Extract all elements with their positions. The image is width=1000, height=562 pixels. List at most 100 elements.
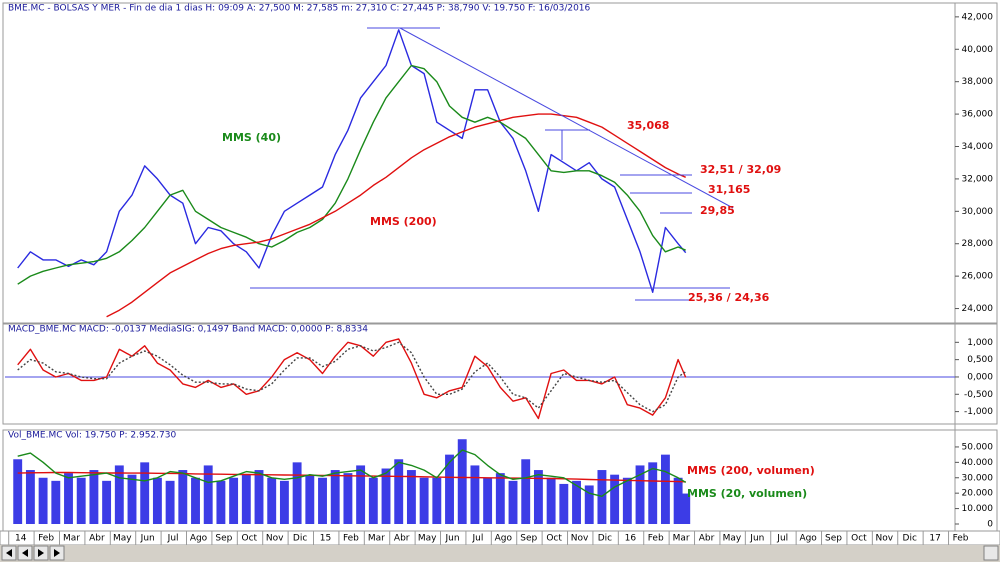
x-tick-label: Feb <box>343 534 359 544</box>
x-tick-label: Abr <box>699 534 715 544</box>
volume-bar <box>216 480 226 524</box>
x-tick-label: Jul <box>167 534 179 544</box>
series-label: MMS (200, volumen) <box>687 464 815 477</box>
series-label: MMS (40) <box>222 131 281 144</box>
volume-bar <box>254 470 264 524</box>
y-tick-label: 32,000 <box>962 174 994 184</box>
x-tick-label: Nov <box>571 534 589 544</box>
volume-bar <box>597 470 607 524</box>
volume-bar <box>635 465 645 524</box>
volume-bar <box>178 470 188 524</box>
y-tick-label: 10.000 <box>962 504 994 514</box>
volume-bar <box>114 465 124 524</box>
plot-layer: BME.MC - BOLSAS Y MER - Fin de dia 1 dia… <box>5 4 994 545</box>
x-tick-label: 15 <box>320 534 331 544</box>
y-tick-label: 0,500 <box>967 355 993 365</box>
volume-bar <box>51 480 61 524</box>
volume-bar <box>102 480 112 524</box>
x-tick-label: Oct <box>851 534 867 544</box>
series-line <box>106 113 686 318</box>
drawn-lines <box>250 27 734 301</box>
zoom-button[interactable] <box>983 545 999 561</box>
volume-bar <box>610 474 620 524</box>
x-tick-label: Feb <box>648 534 664 544</box>
volume-bar <box>25 470 35 524</box>
volume-bar <box>394 459 404 524</box>
volume-bar <box>305 474 315 524</box>
x-tick-label: Ago <box>190 534 208 544</box>
volume-bar <box>546 477 556 524</box>
volume-bar <box>533 470 543 524</box>
y-tick-label: 28,000 <box>962 239 994 249</box>
annotation: 29,85 <box>700 204 735 217</box>
x-tick-label: Nov <box>266 534 284 544</box>
volume-bar <box>229 477 239 524</box>
annotation: 31,165 <box>708 183 750 196</box>
macd-panel <box>2 323 998 425</box>
y-tick-label: 50.000 <box>962 442 994 452</box>
volume-bar <box>406 470 416 524</box>
volume-bar <box>267 477 277 524</box>
x-tick-label: May <box>723 534 742 544</box>
volume-bar <box>432 477 442 524</box>
scroll-track <box>0 545 1000 562</box>
y-tick-label: 38,000 <box>962 77 994 87</box>
volume-bar <box>483 477 493 524</box>
y-tick-label: 20.000 <box>962 489 994 499</box>
y-tick-label: 40.000 <box>962 458 994 468</box>
volume-bar <box>89 470 99 524</box>
volume-bar <box>140 462 150 524</box>
volume-bar <box>660 454 670 524</box>
series-line <box>17 449 687 497</box>
volume-bar <box>622 477 632 524</box>
volume-bar <box>343 473 353 524</box>
x-tick-label: 17 <box>929 534 940 544</box>
y-tick-label: 24,000 <box>962 304 994 314</box>
series-label: MMS (200) <box>370 215 437 228</box>
series-line <box>17 64 686 285</box>
x-tick-label: Abr <box>89 534 105 544</box>
x-tick-label: Oct <box>242 534 258 544</box>
volume-bar <box>292 462 302 524</box>
price-panel <box>2 2 998 324</box>
y-tick-label: 0 <box>987 519 993 529</box>
volume-bar <box>495 473 505 524</box>
x-tick-label: Ago <box>799 534 817 544</box>
volume-bar <box>191 477 200 524</box>
volume-bar <box>381 468 391 524</box>
volume-bar <box>318 477 327 524</box>
x-tick-label: May <box>418 534 437 544</box>
volume-bar <box>559 483 569 524</box>
volume-bar <box>368 477 378 524</box>
volume-bar <box>648 462 658 524</box>
x-tick-label: Jul <box>776 534 788 544</box>
arrow-icon <box>22 549 28 557</box>
volume-bar <box>279 480 289 524</box>
x-tick-label: Oct <box>546 534 562 544</box>
x-tick-label: Sep <box>825 534 842 544</box>
x-tick-label: Jun <box>444 534 459 544</box>
volume-bar <box>13 459 23 524</box>
volume-bar <box>127 474 137 524</box>
y-tick-label: 40,000 <box>962 45 994 55</box>
x-tick-label: Dic <box>293 534 307 544</box>
series-line <box>17 338 687 420</box>
y-tick-label: -0,500 <box>964 390 993 400</box>
y-tick-label: 34,000 <box>962 142 994 152</box>
x-tick-label: Sep <box>215 534 232 544</box>
volume-bar <box>330 470 340 524</box>
x-tick-label: Mar <box>673 534 690 544</box>
annotation: 32,51 / 32,09 <box>700 163 781 176</box>
y-tick-label: 30.000 <box>962 473 994 483</box>
series-line <box>17 29 687 293</box>
volume-bar <box>241 474 251 524</box>
arrow-icon <box>54 549 60 557</box>
trend-line <box>399 27 734 209</box>
series-label: MMS (20, volumen) <box>687 487 807 500</box>
x-tick-label: Feb <box>38 534 54 544</box>
x-tick-label: Sep <box>520 534 537 544</box>
annotation: 35,068 <box>627 119 669 132</box>
volume-bar <box>457 439 467 524</box>
y-tick-label: -1,000 <box>964 407 993 417</box>
volume-bar <box>445 454 454 524</box>
